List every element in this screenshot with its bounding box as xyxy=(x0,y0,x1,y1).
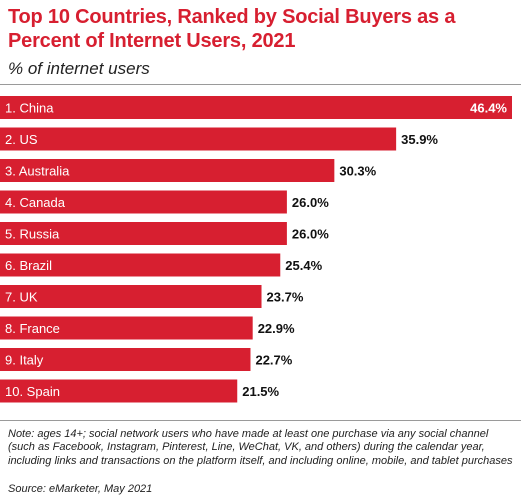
bar xyxy=(0,222,287,245)
bar-group: 9. Italy 22.7% xyxy=(0,348,293,371)
value-label: 22.7% xyxy=(255,353,292,368)
bar-group: 7. UK 23.7% xyxy=(0,285,304,308)
value-label: 21.5% xyxy=(242,384,279,399)
bar-group: 4. Canada 26.0% xyxy=(0,190,329,214)
category-label: 1. China xyxy=(5,101,54,116)
chart-source: Source: eMarketer, May 2021 xyxy=(8,483,153,495)
bar xyxy=(0,285,262,308)
category-label: 3. Australia xyxy=(5,164,70,179)
category-label: 5. Russia xyxy=(5,227,60,242)
top-divider xyxy=(0,84,521,85)
bar xyxy=(0,316,253,340)
value-label: 26.0% xyxy=(292,195,329,210)
bar xyxy=(0,159,335,182)
bar-group: 3. Australia 30.3% xyxy=(0,159,377,182)
category-label: 7. UK xyxy=(5,290,38,305)
bar-group: 6. Brazil 25.4% xyxy=(0,253,323,277)
category-label: 6. Brazil xyxy=(5,258,52,273)
bar xyxy=(0,127,397,151)
category-label: 4. Canada xyxy=(5,195,66,210)
bar-group: 5. Russia 26.0% xyxy=(0,222,329,245)
category-label: 2. US xyxy=(5,132,38,147)
chart-subtitle: % of internet users xyxy=(8,59,150,78)
value-label: 22.9% xyxy=(258,321,295,336)
bottom-divider xyxy=(0,420,521,421)
bar-group: 8. France 22.9% xyxy=(0,316,295,340)
chart-note: Note: ages 14+; social network users who… xyxy=(8,428,513,467)
category-label: 10. Spain xyxy=(5,384,60,399)
value-label: 35.9% xyxy=(401,132,438,147)
bar-chart: 1. China 46.4% 2. US 35.9% 3. Australia 30.3%… xyxy=(0,96,512,403)
value-label: 23.7% xyxy=(267,290,304,305)
bar xyxy=(0,348,251,371)
value-label: 25.4% xyxy=(285,258,322,273)
bar xyxy=(0,190,287,214)
bar-group: 2. US 35.9% xyxy=(0,127,438,151)
value-label: 30.3% xyxy=(339,164,376,179)
category-label: 8. France xyxy=(5,321,60,336)
category-label: 9. Italy xyxy=(5,353,44,368)
bar-group: 10. Spain 21.5% xyxy=(0,379,280,403)
value-label: 46.4% xyxy=(470,101,507,116)
bar xyxy=(0,96,512,119)
bar xyxy=(0,253,281,277)
bar xyxy=(0,379,238,403)
chart-title: Top 10 Countries, Ranked by Social Buyer… xyxy=(8,6,456,52)
value-label: 26.0% xyxy=(292,227,329,242)
bar-group: 1. China 46.4% xyxy=(0,96,512,119)
